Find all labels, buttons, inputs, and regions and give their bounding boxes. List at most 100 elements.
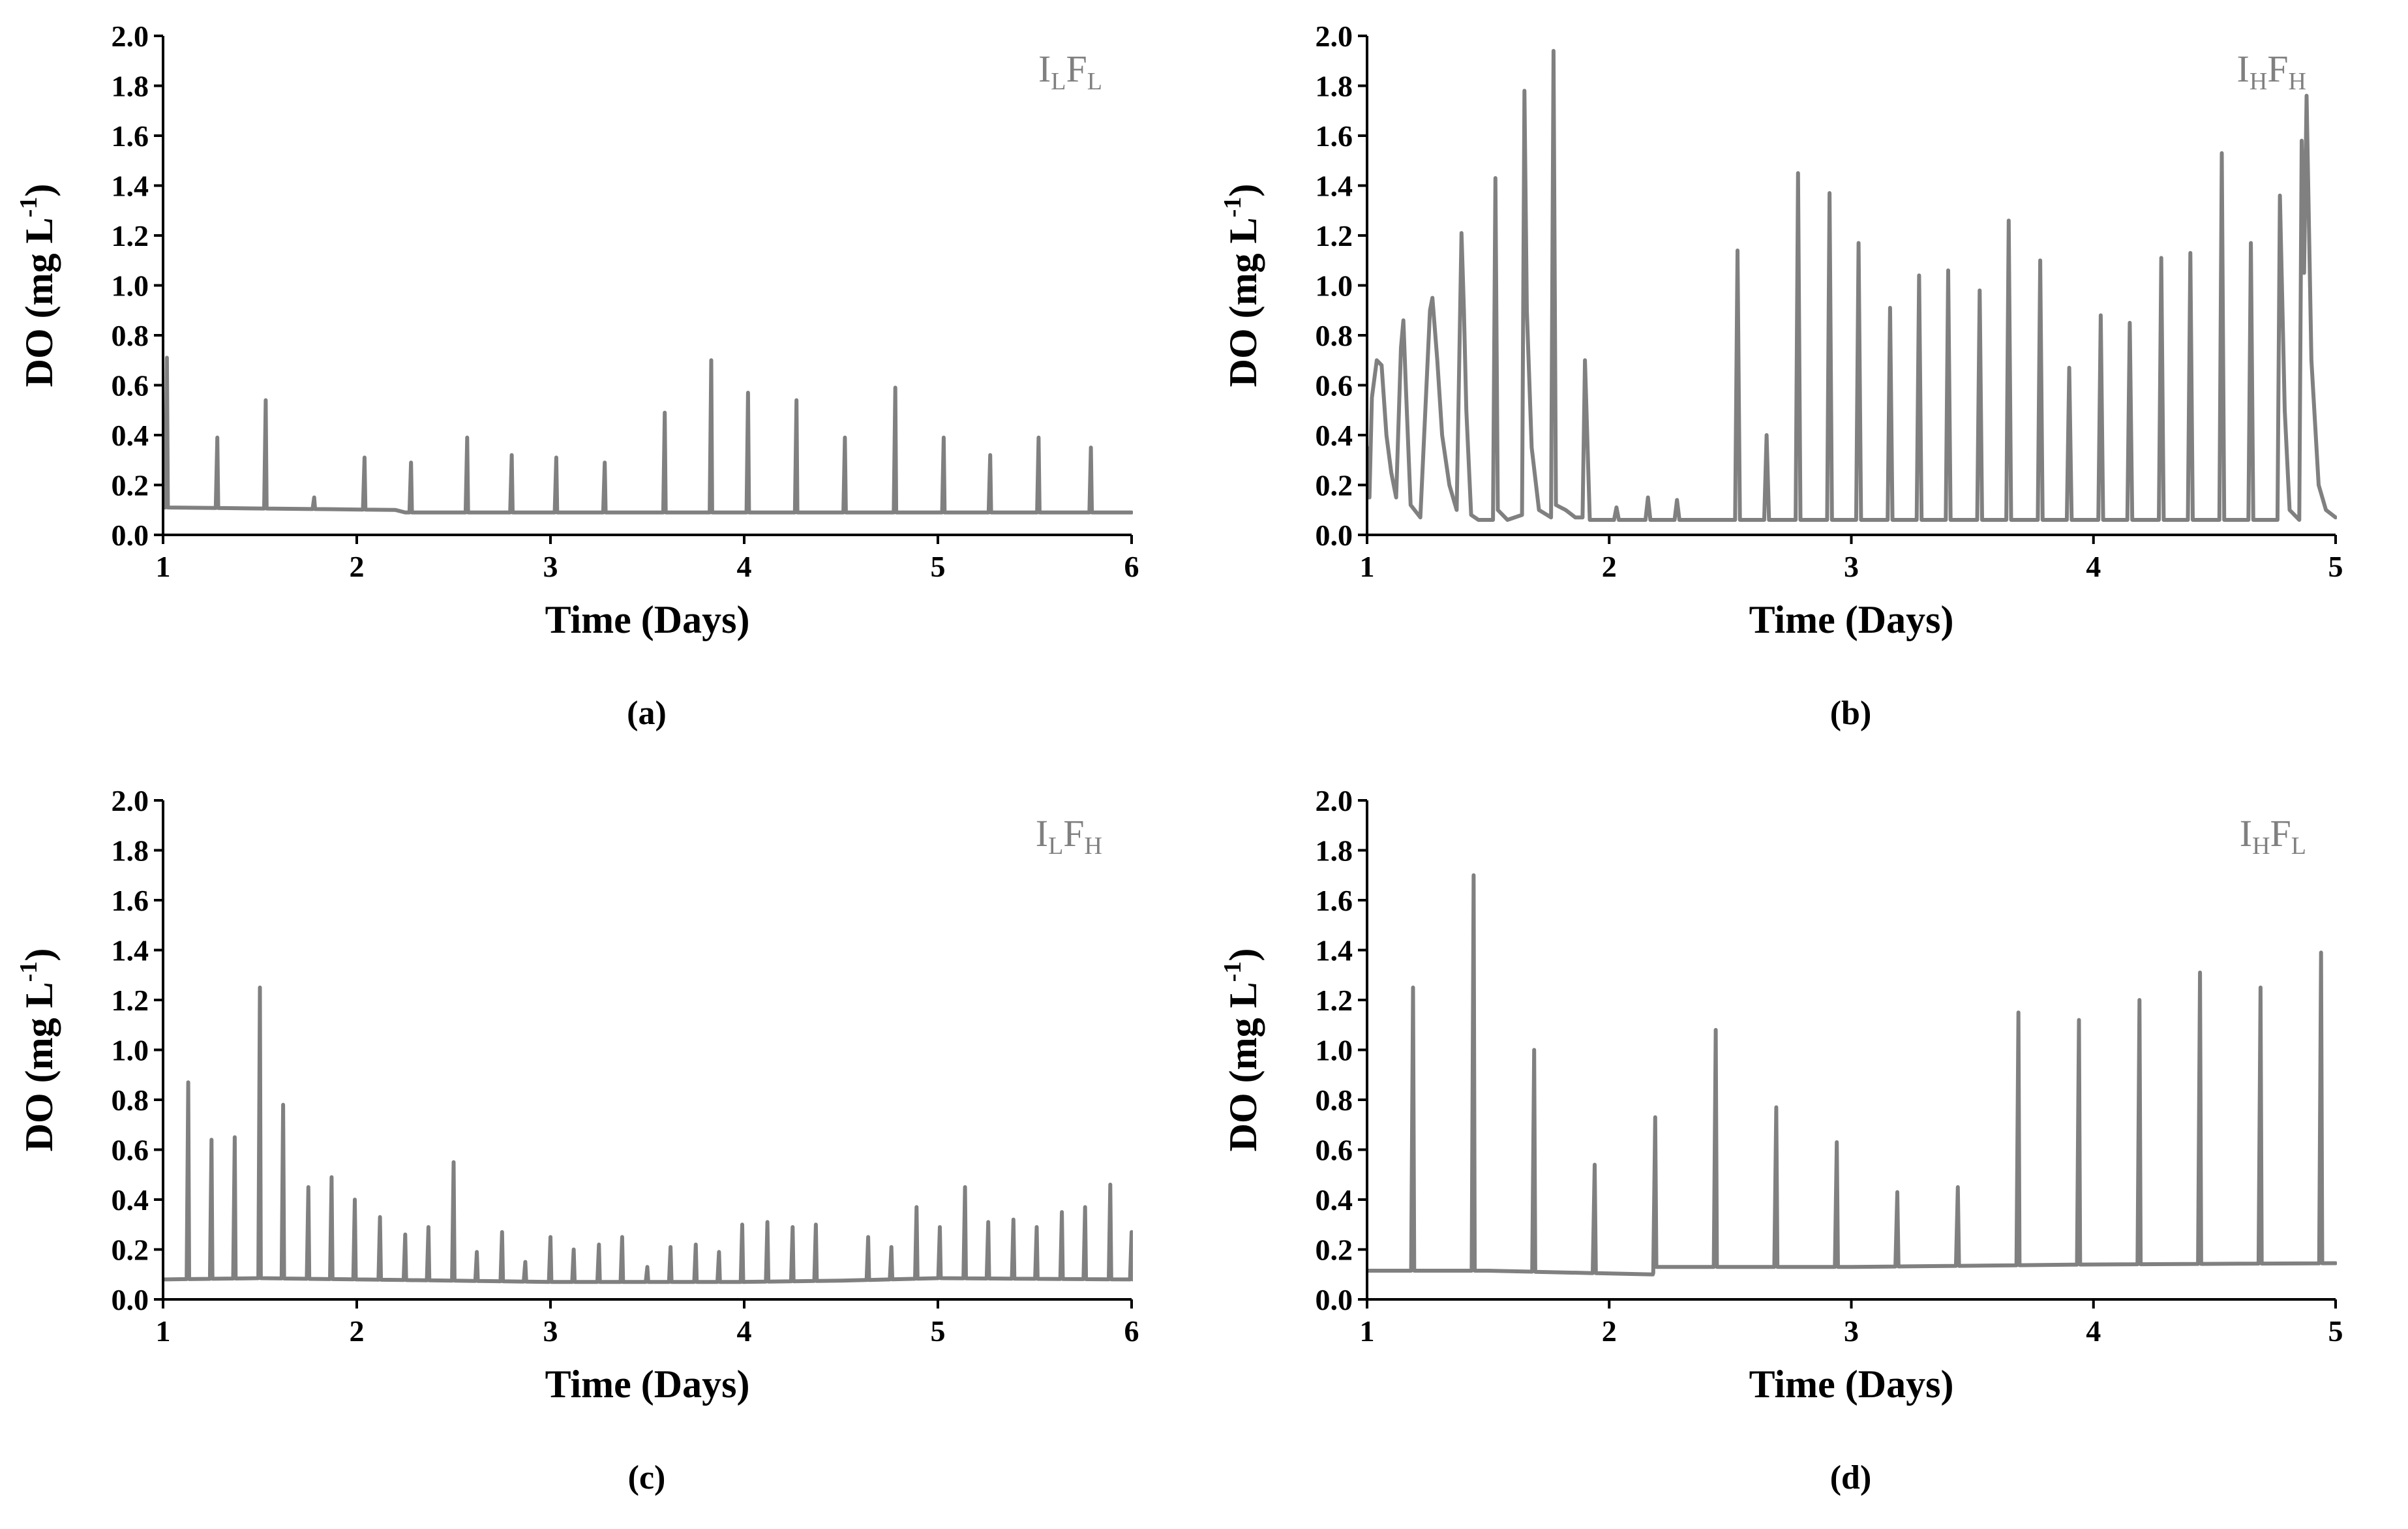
series-line-do [1367, 873, 2337, 1277]
y-tick-label: 1.6 [1316, 119, 1353, 153]
tag-main1: I [2237, 48, 2250, 90]
tag-sub1: H [2250, 68, 2267, 95]
tag-main2: F [1063, 812, 1084, 855]
y-tick-label: 0.6 [112, 1134, 149, 1167]
tag-main1: I [2240, 812, 2252, 855]
y-tick-label: 1.4 [1316, 170, 1353, 203]
y-tick-label: 1.2 [112, 219, 149, 252]
y-tick-label: 2.0 [112, 20, 149, 53]
tag-sub1: L [1048, 832, 1063, 860]
y-tick-label: 2.0 [1316, 20, 1353, 53]
chart-svg: 0.0 0.2 0.4 0.6 0.8 1.0 1.2 1.4 1.6 1.8 2.0 1 2 3 4 5 6 T… [15, 20, 1139, 732]
chart-panel-a: 0.0 0.2 0.4 0.6 0.8 1.0 1.2 1.4 1.6 1.8 2.0 1 2 3 4 5 6 T… [0, 0, 1204, 764]
y-tick-label: 1.8 [112, 70, 149, 103]
x-tick-label: 3 [543, 550, 558, 583]
tag-sub2: H [2289, 68, 2306, 95]
y-tick-label: 0.4 [112, 419, 149, 452]
y-tick-label: 1.0 [112, 269, 149, 303]
y-axis-title-sup: -1 [15, 197, 42, 218]
tag-sub2: L [2291, 832, 2306, 860]
y-axis-title-close: ) [18, 948, 61, 961]
y-tick-label: 1.2 [112, 984, 149, 1017]
x-tick-label: 1 [156, 1314, 171, 1348]
y-tick-label: 0.8 [112, 319, 149, 352]
y-tick-label: 0.6 [112, 369, 149, 402]
y-axis-title: DO (mg L-1) [15, 184, 61, 387]
chart-svg: 0.0 0.2 0.4 0.6 0.8 1.0 1.2 1.4 1.6 1.8 2.0 1 2 3 4 5 Ti… [1219, 20, 2343, 732]
y-tick-label: 0.4 [1316, 419, 1353, 452]
y-tick-label: 1.0 [112, 1034, 149, 1067]
treatment-tag: ILFL [1038, 48, 1102, 95]
y-tick-label: 1.6 [112, 119, 149, 153]
tag-main1: I [1036, 812, 1048, 855]
x-tick-label: 3 [1844, 1314, 1859, 1348]
x-tick-label: 1 [1360, 1314, 1375, 1348]
x-tick-label: 5 [2328, 1314, 2343, 1348]
y-tick-label: 0.0 [112, 519, 149, 552]
tag-sub2: H [1085, 832, 1102, 860]
y-axis-title-main: DO (mg L [18, 982, 61, 1151]
y-tick-label: 1.8 [1316, 70, 1353, 103]
y-axis-title-sup: -1 [15, 961, 42, 982]
treatment-tag: IHFL [2240, 812, 2306, 860]
tag-main2: F [1066, 48, 1087, 90]
x-tick-label: 5 [931, 550, 946, 583]
y-axis-title-close: ) [1222, 184, 1265, 197]
y-tick-label: 0.2 [1316, 469, 1353, 502]
y-tick-label: 0.4 [112, 1183, 149, 1217]
y-axis-title: DO (mg L-1) [1219, 184, 1265, 387]
series-line-do [163, 985, 1133, 1284]
y-tick-label: 1.4 [112, 170, 149, 203]
y-tick-label: 0.2 [112, 469, 149, 502]
y-tick-label: 0.8 [112, 1083, 149, 1117]
chart-panel-c: 0.0 0.2 0.4 0.6 0.8 1.0 1.2 1.4 1.6 1.8 2.0 1 2 3 4 5 6 T… [0, 764, 1204, 1529]
y-tick-label: 0.2 [112, 1234, 149, 1267]
y-axis-title: DO (mg L-1) [15, 948, 61, 1152]
y-axis-title-main: DO (mg L [1222, 982, 1265, 1151]
y-tick-label: 1.2 [1316, 219, 1353, 252]
x-axis-title: Time (Days) [1749, 1363, 1954, 1406]
y-tick-label: 2.0 [112, 784, 149, 817]
x-tick-label: 2 [350, 550, 365, 583]
x-axis-title: Time (Days) [545, 598, 750, 641]
tag-sub1: H [2252, 832, 2270, 860]
chart-panel-d: 0.0 0.2 0.4 0.6 0.8 1.0 1.2 1.4 1.6 1.8 2.0 1 2 3 4 5 Ti… [1204, 764, 2408, 1529]
tag-main2: F [2267, 48, 2288, 90]
series-line-do [163, 356, 1133, 515]
y-axis-title-close: ) [18, 184, 61, 197]
treatment-tag: IHFH [2237, 48, 2307, 95]
y-axis-title-close: ) [1222, 948, 1265, 961]
x-tick-label: 4 [737, 550, 752, 583]
x-tick-label: 4 [2086, 550, 2101, 583]
panel-label: (c) [628, 1459, 666, 1496]
treatment-tag: ILFH [1036, 812, 1102, 860]
tag-sub2: L [1087, 68, 1102, 95]
panel-label: (a) [627, 695, 667, 732]
y-tick-label: 0.8 [1316, 319, 1353, 352]
y-tick-label: 0.6 [1316, 1134, 1353, 1167]
y-axis-title-main: DO (mg L [18, 217, 61, 387]
y-tick-label: 1.4 [1316, 934, 1353, 967]
y-tick-label: 0.2 [1316, 1234, 1353, 1267]
y-tick-label: 0.8 [1316, 1083, 1353, 1117]
chart-svg: 0.0 0.2 0.4 0.6 0.8 1.0 1.2 1.4 1.6 1.8 2.0 1 2 3 4 5 6 T… [15, 784, 1139, 1496]
y-tick-label: 1.6 [112, 884, 149, 917]
y-axis-title: DO (mg L-1) [1219, 948, 1265, 1152]
tag-main1: I [1038, 48, 1051, 90]
x-tick-label: 2 [1602, 550, 1617, 583]
y-axis-title-sup: -1 [1219, 961, 1246, 982]
x-tick-label: 3 [1844, 550, 1859, 583]
tag-sub1: L [1051, 68, 1066, 95]
panel-label: (b) [1830, 695, 1872, 732]
y-tick-label: 1.0 [1316, 1034, 1353, 1067]
series-line-do [1367, 49, 2337, 522]
x-axis-title: Time (Days) [1749, 598, 1954, 641]
x-tick-label: 6 [1124, 1314, 1139, 1348]
y-axis-title-main: DO (mg L [1222, 217, 1265, 387]
y-tick-label: 0.0 [1316, 519, 1353, 552]
chart-svg: 0.0 0.2 0.4 0.6 0.8 1.0 1.2 1.4 1.6 1.8 2.0 1 2 3 4 5 Ti… [1219, 784, 2343, 1496]
y-tick-label: 1.8 [1316, 834, 1353, 868]
y-tick-label: 1.2 [1316, 984, 1353, 1017]
x-tick-label: 1 [1360, 550, 1375, 583]
